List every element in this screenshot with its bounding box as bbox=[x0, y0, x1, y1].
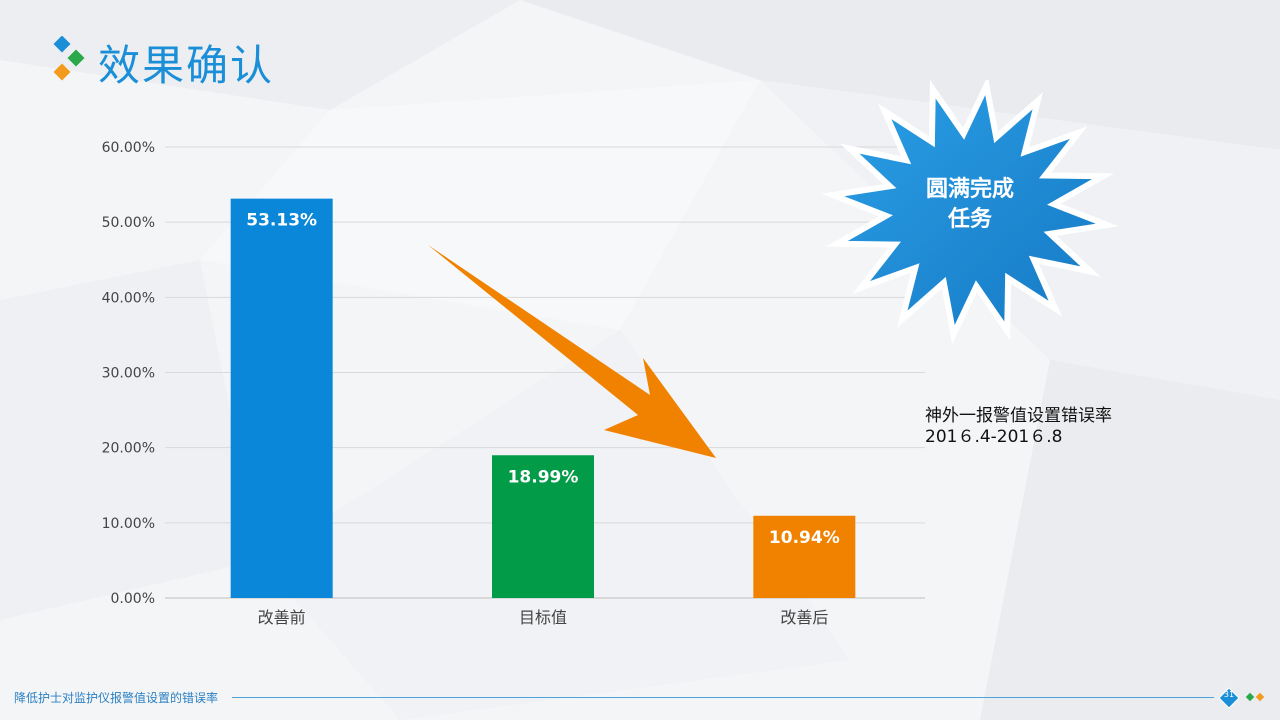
page-title: 效果确认 bbox=[98, 41, 275, 90]
y-axis: 0.00% 10.00% 20.00% 30.00% 40.00% 50.00% 60.00… bbox=[102, 140, 155, 607]
y-tick-label: 0.00% bbox=[111, 591, 155, 607]
note-line-2: 201６.4-201６.8 bbox=[925, 427, 1063, 447]
down-arrow-icon bbox=[428, 245, 716, 458]
starburst-line-2: 任务 bbox=[947, 206, 993, 232]
bar bbox=[753, 515, 856, 598]
x-axis: 改善前 目标值 改善后 bbox=[258, 608, 829, 627]
completion-starburst: 圆满完成 任务 bbox=[821, 80, 1119, 345]
footer-divider bbox=[232, 697, 1214, 698]
note-line-1: 神外一报警值设置错误率 bbox=[925, 406, 1112, 426]
x-tick-label: 改善后 bbox=[780, 608, 828, 627]
x-tick-label: 改善前 bbox=[258, 608, 306, 627]
data-label: 53.13% bbox=[246, 211, 317, 231]
starburst-shape-icon bbox=[821, 80, 1119, 345]
y-tick-label: 20.00% bbox=[102, 441, 155, 457]
chart-note: 神外一报警值设置错误率 201６.4-201６.8 bbox=[925, 406, 1112, 448]
bars bbox=[230, 198, 856, 598]
bar bbox=[492, 455, 594, 598]
y-tick-label: 50.00% bbox=[102, 215, 155, 231]
page-badge-icon bbox=[1218, 687, 1240, 709]
starburst-line-1: 圆满完成 bbox=[926, 176, 1014, 202]
y-tick-label: 10.00% bbox=[102, 516, 155, 532]
y-tick-label: 40.00% bbox=[102, 290, 155, 306]
bar-labels: 53.13% 18.99% 10.94% bbox=[246, 211, 839, 548]
data-label: 18.99% bbox=[508, 467, 579, 487]
data-label: 10.94% bbox=[769, 528, 840, 548]
bar bbox=[230, 198, 333, 598]
page-dots-icon bbox=[1245, 692, 1265, 702]
page-number: 31 bbox=[1223, 690, 1235, 699]
y-tick-label: 60.00% bbox=[102, 140, 155, 156]
x-tick-label: 目标值 bbox=[519, 608, 567, 627]
y-tick-label: 30.00% bbox=[102, 366, 155, 382]
trend-arrow bbox=[428, 245, 716, 458]
footer-text: 降低护士对监护仪报警值设置的错误率 bbox=[14, 691, 219, 705]
title-logo-icon bbox=[53, 36, 85, 81]
